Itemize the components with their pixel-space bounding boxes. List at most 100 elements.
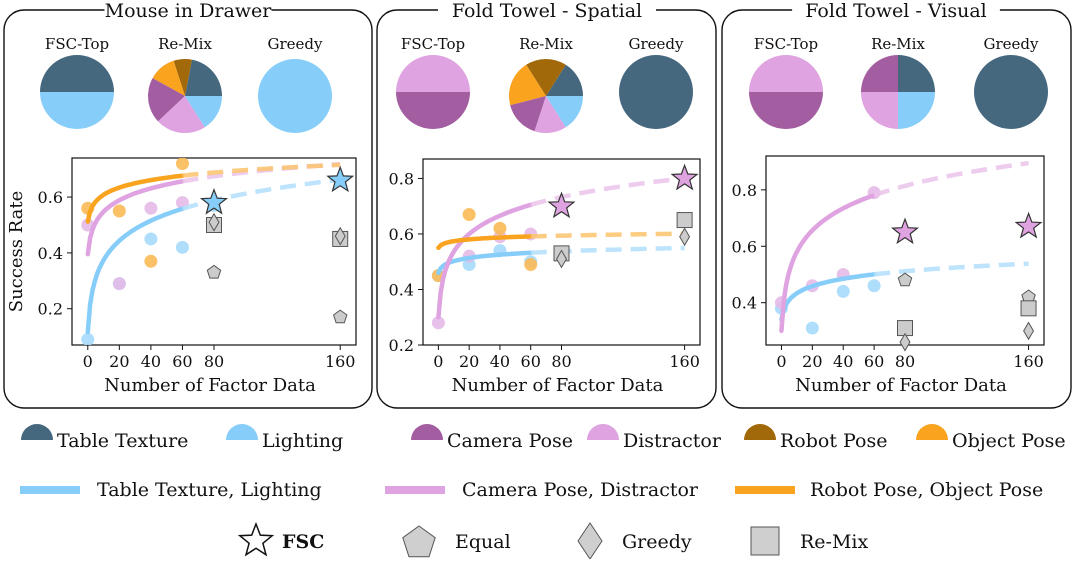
panel-title: Fold Towel - Visual [805, 0, 986, 22]
data-point [144, 201, 158, 215]
data-point [524, 257, 538, 271]
legend-entry-distractor: Distractor [587, 424, 722, 452]
pie-re-mix: Re-Mix [148, 35, 222, 134]
pie-slice [258, 59, 332, 133]
plot-contents [431, 176, 685, 330]
y-tick-label: 0.2 [389, 336, 414, 355]
legend-entry-table-texture: Table Texture [21, 424, 188, 452]
data-point [175, 240, 189, 254]
x-tick-label: 60 [521, 352, 541, 371]
x-axis-label: Number of Factor Data [795, 375, 1007, 396]
legend-marker-entry: Equal [402, 525, 511, 558]
pie-slice [396, 55, 470, 92]
marker-star [199, 187, 229, 215]
data-point [81, 332, 95, 345]
pie-fsc-top: FSC-Top [396, 35, 470, 129]
pie-slice [861, 92, 898, 129]
pie-label: FSC-Top [401, 35, 465, 53]
pie-greedy: Greedy [974, 35, 1048, 129]
pie-slice [148, 78, 185, 122]
legend-half-pie-icon [744, 424, 776, 440]
legend-label: FSC [282, 531, 324, 553]
legend: Table Texture Lighting Camera Pose Distract… [20, 424, 1066, 560]
x-tick-label: 0 [83, 352, 93, 371]
x-tick-label: 80 [895, 352, 915, 371]
legend-entry-object-pose: Object Pose [916, 424, 1066, 452]
legend-half-pie-icon [411, 424, 443, 440]
y-tick-label: 0.4 [732, 294, 757, 313]
y-tick-label: 0.6 [389, 225, 414, 244]
pie-slice [749, 92, 823, 129]
plot-contents [774, 160, 1029, 335]
legend-marker-entry: Re-Mix [750, 526, 869, 556]
pie-slice [40, 92, 114, 129]
marker-diamond [679, 227, 691, 247]
data-point [462, 208, 476, 222]
pie-label: Greedy [268, 35, 324, 53]
fit-curve-extrapolated [530, 176, 685, 207]
plot-contents [81, 158, 341, 345]
panel-title: Mouse in Drawer [105, 0, 273, 22]
legend-diamond-icon [577, 522, 603, 560]
x-tick-label: 40 [141, 352, 161, 371]
plot-area: 0 20 40 60 80 160 0.2 0.4 0.6 0.8 Number of Factor… [389, 158, 701, 396]
legend-label: Camera Pose, Distractor [462, 479, 699, 501]
marker-diamond [1023, 321, 1035, 341]
legend-line-entry: Camera Pose, Distractor [385, 479, 699, 501]
legend-entry-lighting: Lighting [226, 424, 343, 452]
x-tick-label: 20 [802, 352, 822, 371]
data-point [144, 254, 158, 268]
pie-greedy: Greedy [258, 35, 332, 133]
legend-marker-entry: FSC [237, 521, 324, 557]
legend-label: Table Texture, Lighting [97, 479, 322, 501]
panel-title-bg [438, 2, 656, 20]
legend-pentagon-icon [402, 525, 436, 558]
data-point [112, 277, 126, 291]
marker-pentagon [206, 264, 222, 279]
fit-curve [436, 202, 533, 320]
panel-1: Mouse in Drawer FSC-Top Re-Mix Greedy 0 20 40 6… [3, 0, 373, 409]
data-point [175, 158, 189, 171]
marker-star [1014, 211, 1043, 239]
marker-star [670, 163, 699, 191]
data-point [493, 221, 507, 235]
panel-3: Fold Towel - Visual FSC-Top Re-Mix Greedy 0 2… [721, 0, 1072, 409]
x-tick-label: 40 [833, 352, 853, 371]
y-tick-label: 0.6 [732, 237, 757, 256]
legend-label: Robot Pose [780, 430, 887, 452]
legend-half-pie-icon [226, 424, 258, 440]
fit-curve [779, 192, 877, 334]
data-point [112, 204, 126, 218]
legend-square-icon [750, 526, 780, 556]
legend-label: Distractor [623, 430, 722, 452]
x-axis-label: Number of Factor Data [104, 375, 316, 396]
x-tick-label: 60 [864, 352, 884, 371]
pie-slice [158, 96, 205, 134]
panel-title-bg [792, 2, 1000, 20]
plot-area: 0 20 40 60 80 160 0.4 0.6 0.8 Number of Factor Da… [732, 155, 1045, 396]
pie-slice [40, 55, 114, 92]
x-tick-label: 60 [172, 352, 192, 371]
marker-square [1020, 300, 1037, 317]
pie-slice [974, 55, 1048, 129]
x-tick-label: 0 [776, 352, 786, 371]
pie-slice [173, 59, 192, 96]
x-tick-label: 160 [669, 352, 700, 371]
legend-half-pie-icon [587, 424, 619, 440]
legend-line-entry: Table Texture, Lighting [20, 479, 322, 501]
y-tick-label: 0.8 [732, 181, 757, 200]
pie-label: Greedy [629, 35, 685, 53]
pie-slice [619, 55, 693, 129]
pie-fsc-top: FSC-Top [40, 35, 114, 129]
marker-diamond [899, 332, 911, 352]
legend-label: Object Pose [952, 430, 1066, 452]
pie-slice [396, 92, 470, 129]
pie-re-mix: Re-Mix [861, 35, 935, 129]
marker-star [326, 165, 355, 193]
pie-slice [185, 96, 222, 128]
fit-curve [85, 173, 185, 224]
fit-curve-extrapolated [873, 160, 1029, 198]
legend-label: Lighting [262, 430, 343, 452]
x-tick-label: 0 [433, 352, 443, 371]
